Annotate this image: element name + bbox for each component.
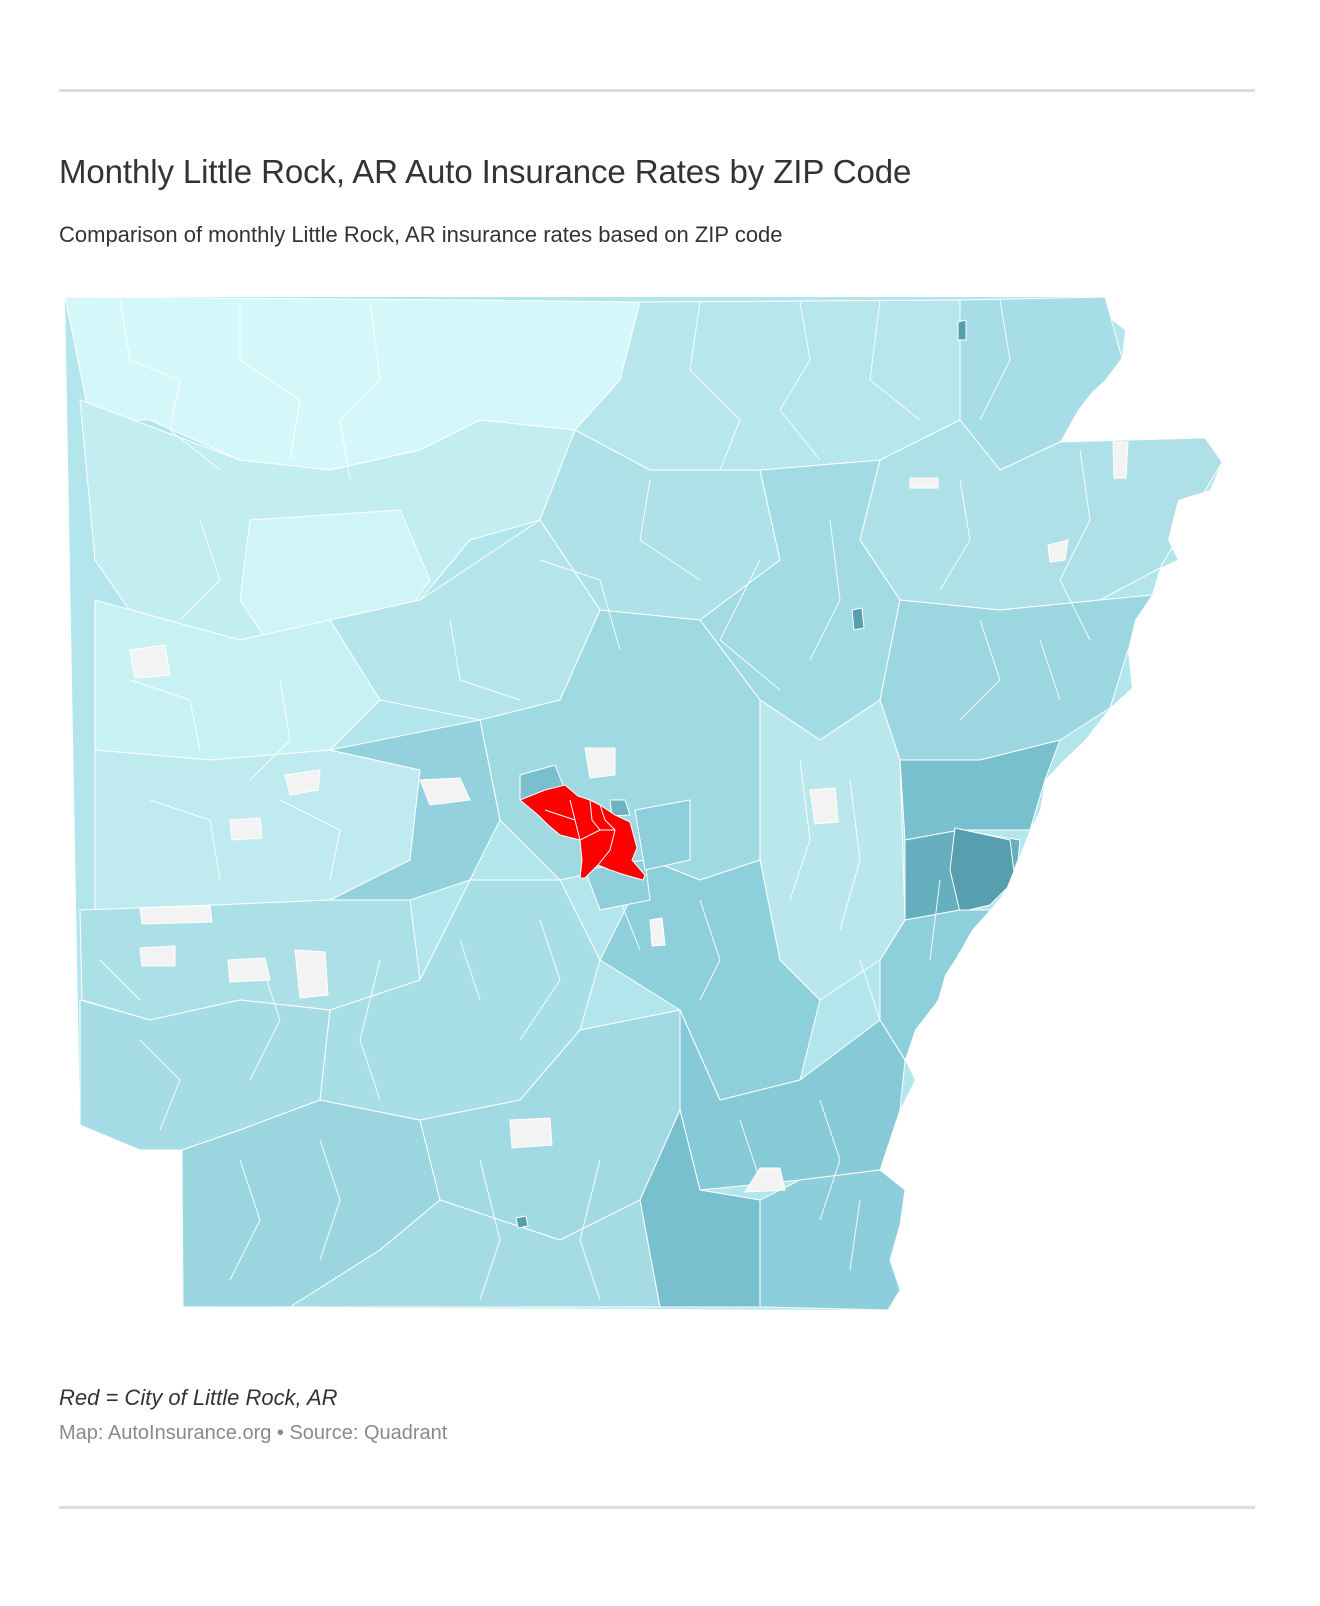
zip-region-c-east — [759, 699, 906, 1001]
zip-region-lr-east — [634, 799, 691, 871]
map-legend-note: Red = City of Little Rock, AR — [59, 1385, 338, 1410]
no-data-area — [139, 905, 213, 925]
no-data-area — [139, 945, 176, 967]
no-data-area — [584, 747, 616, 779]
arkansas-zip-map — [0, 280, 1320, 1340]
zip-region-lr-ne — [609, 799, 631, 817]
page-title: Monthly Little Rock, AR Auto Insurance R… — [59, 153, 912, 190]
little-rock-zip-area — [519, 784, 646, 881]
little-rock-city-highlight — [519, 784, 646, 881]
no-data-area — [227, 957, 271, 983]
no-data-area — [294, 949, 329, 999]
no-data-area — [1047, 539, 1069, 563]
zip-region-se-4 — [759, 1169, 906, 1310]
no-data-area — [1112, 441, 1129, 479]
no-data-area — [649, 917, 666, 947]
map-svg — [65, 297, 1222, 1310]
zip-region-s-1 — [319, 879, 601, 1121]
state-fill-group — [65, 297, 1222, 1310]
bottom-divider — [59, 1506, 1255, 1509]
zip-boundaries — [99, 299, 1091, 1301]
no-data-area — [284, 769, 321, 796]
no-data-area — [744, 1167, 786, 1193]
zip-region-dark-spot — [515, 1215, 529, 1229]
zip-region-dark-spot — [851, 607, 865, 631]
top-divider — [59, 89, 1255, 92]
zip-region-e-1 — [879, 594, 1153, 761]
no-data-area — [129, 644, 171, 679]
no-data-area — [419, 777, 471, 806]
map-source-credit: Map: AutoInsurance.org • Source: Quadran… — [59, 1422, 448, 1444]
no-data-area — [809, 787, 839, 825]
zip-region-dark-spot — [957, 319, 967, 341]
no-data-area — [509, 1117, 553, 1149]
page-subtitle: Comparison of monthly Little Rock, AR in… — [59, 222, 783, 247]
little-rock-zip-boundaries — [544, 799, 616, 866]
no-data-area — [909, 477, 939, 489]
no-data-area — [229, 817, 263, 841]
zip-region-e-darkest — [949, 827, 1016, 913]
